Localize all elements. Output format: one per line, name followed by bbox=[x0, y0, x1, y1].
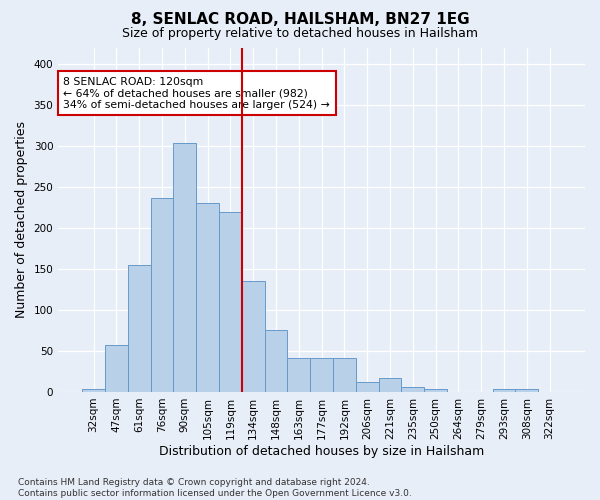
Bar bbox=[379, 378, 401, 392]
Bar bbox=[287, 358, 310, 392]
Text: Size of property relative to detached houses in Hailsham: Size of property relative to detached ho… bbox=[122, 28, 478, 40]
Bar bbox=[424, 390, 447, 392]
Bar bbox=[82, 388, 105, 392]
Text: 8, SENLAC ROAD, HAILSHAM, BN27 1EG: 8, SENLAC ROAD, HAILSHAM, BN27 1EG bbox=[131, 12, 469, 28]
Bar bbox=[493, 388, 515, 392]
Bar bbox=[105, 345, 128, 392]
Text: Contains HM Land Registry data © Crown copyright and database right 2024.
Contai: Contains HM Land Registry data © Crown c… bbox=[18, 478, 412, 498]
Y-axis label: Number of detached properties: Number of detached properties bbox=[15, 121, 28, 318]
Bar bbox=[333, 358, 356, 392]
Bar bbox=[265, 330, 287, 392]
Bar bbox=[242, 281, 265, 392]
Bar bbox=[356, 382, 379, 392]
Bar bbox=[151, 198, 173, 392]
Bar bbox=[128, 265, 151, 392]
Bar bbox=[196, 202, 219, 392]
Bar bbox=[173, 144, 196, 392]
Bar bbox=[310, 358, 333, 392]
Bar bbox=[219, 212, 242, 392]
Text: 8 SENLAC ROAD: 120sqm
← 64% of detached houses are smaller (982)
34% of semi-det: 8 SENLAC ROAD: 120sqm ← 64% of detached … bbox=[64, 77, 330, 110]
Bar bbox=[515, 390, 538, 392]
X-axis label: Distribution of detached houses by size in Hailsham: Distribution of detached houses by size … bbox=[159, 444, 484, 458]
Bar bbox=[401, 387, 424, 392]
